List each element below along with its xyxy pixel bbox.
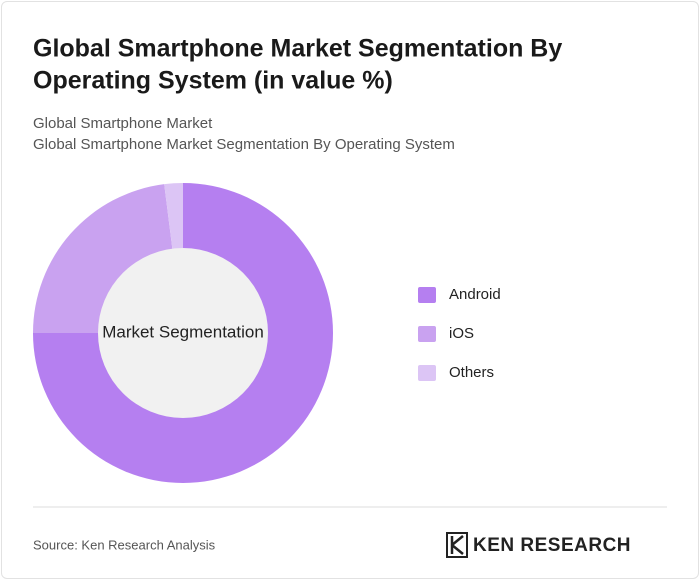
subtitle: Global Smartphone Market Segmentation By… — [33, 136, 455, 153]
center-label: Market Segmentation — [102, 322, 264, 341]
logo: KEN RESEARCH — [446, 532, 631, 558]
legend-label: Android — [449, 286, 501, 303]
logo-icon — [450, 535, 464, 555]
legend-swatch — [418, 287, 436, 303]
chart-title: Operating System (in value %) — [33, 67, 393, 95]
brand: KEN RESEARCH — [473, 535, 631, 556]
subtitle: Global Smartphone Market — [33, 115, 213, 132]
legend-label: Others — [449, 364, 494, 381]
chart-title: Global Smartphone Market Segmentation By — [33, 35, 562, 63]
legend-swatch — [418, 365, 436, 381]
source: Source: Ken Research Analysis — [33, 537, 216, 552]
logo-icon — [446, 532, 468, 558]
legend-label: iOS — [449, 325, 474, 342]
legend-swatch — [418, 326, 436, 342]
donut-hole — [98, 248, 268, 418]
